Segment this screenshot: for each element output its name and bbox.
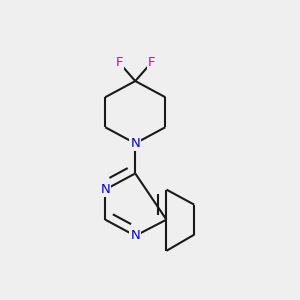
- Text: N: N: [130, 229, 140, 242]
- Text: F: F: [148, 56, 155, 69]
- Text: F: F: [115, 56, 123, 69]
- Text: N: N: [100, 183, 110, 196]
- Text: N: N: [130, 137, 140, 150]
